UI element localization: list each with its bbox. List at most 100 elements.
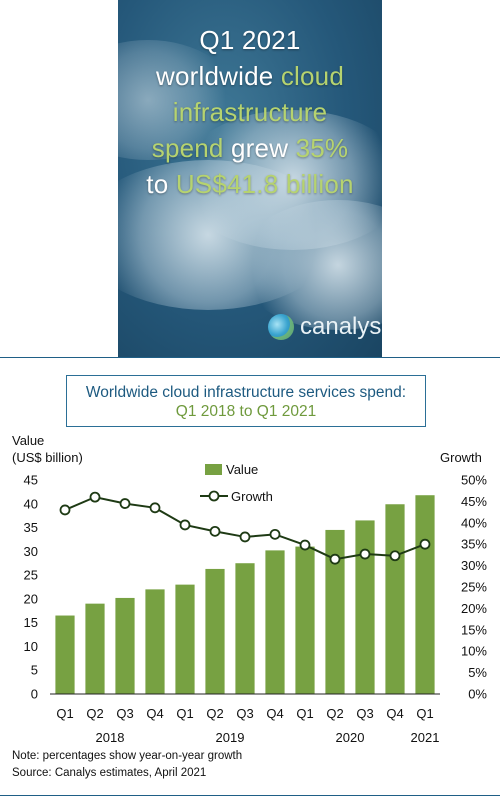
year-label: 2018	[96, 730, 125, 745]
left-tick-label: 35	[24, 520, 38, 535]
legend-marker-growth	[208, 490, 220, 502]
x-tick-label: Q1	[176, 706, 193, 721]
year-label: 2021	[411, 730, 440, 745]
x-tick-label: Q2	[86, 706, 103, 721]
growth-point	[359, 548, 371, 560]
growth-point	[119, 498, 131, 509]
x-tick-label: Q3	[236, 706, 253, 721]
growth-point	[59, 504, 71, 516]
left-tick-label: 30	[24, 544, 38, 559]
value-bar	[55, 615, 75, 694]
value-bar	[385, 504, 405, 694]
legend-label-value: Value	[226, 462, 258, 477]
footnote-source: Source: Canalys estimates, April 2021	[12, 767, 207, 779]
value-bar	[85, 603, 105, 694]
right-axis-ticks: 0% 5% 10% 15% 20% 25% 30% 35% 40% 45% 50%	[461, 473, 487, 702]
banner-line4a: spend	[151, 133, 224, 163]
legend-label-growth: Growth	[231, 489, 273, 504]
x-tick-label: Q4	[386, 706, 403, 721]
banner-line4b: grew	[223, 133, 296, 163]
canalys-logo: canalys	[268, 312, 381, 342]
growth-series	[59, 491, 431, 565]
year-label: 2019	[216, 730, 245, 745]
chart-title: Worldwide cloud infrastructure services …	[85, 384, 407, 401]
left-axis-ticks: 0 5 10 15 20 25 30 35 40 45	[24, 473, 38, 702]
x-tick-label: Q1	[296, 706, 313, 721]
growth-point	[329, 553, 341, 565]
growth-point	[239, 531, 251, 543]
left-tick-label: 40	[24, 496, 38, 511]
footnote-note: Note: percentages show year-on-year grow…	[12, 750, 243, 762]
growth-point	[179, 519, 191, 531]
right-tick-label: 25%	[461, 580, 487, 595]
x-tick-label: Q2	[206, 706, 223, 721]
x-tick-label: Q4	[266, 706, 283, 721]
x-tick-label: Q1	[416, 706, 433, 721]
chart-title-box: Worldwide cloud infrastructure services …	[66, 375, 426, 427]
value-bar	[175, 584, 195, 694]
legend: Value Growth	[200, 462, 273, 504]
value-bar	[145, 589, 165, 694]
growth-point	[209, 525, 221, 537]
right-tick-label: 50%	[461, 473, 487, 488]
x-axis-quarter-labels: Q1 Q2 Q3 Q4 Q1 Q2 Q3 Q4 Q1 Q2 Q3 Q4 Q1	[56, 706, 433, 721]
value-bars	[55, 495, 435, 694]
hero-banner: Q1 2021 worldwide cloud infrastructure s…	[118, 0, 382, 357]
banner-line4c: 35%	[295, 133, 349, 163]
growth-point	[299, 539, 311, 551]
right-tick-label: 5%	[468, 665, 487, 680]
left-tick-label: 5	[31, 663, 38, 678]
x-tick-label: Q3	[116, 706, 133, 721]
growth-point	[419, 538, 431, 550]
growth-point	[269, 528, 281, 540]
banner-headline: Q1 2021 worldwide cloud infrastructure s…	[118, 22, 382, 202]
left-axis-title-line2: (US$ billion)	[12, 450, 83, 465]
growth-point	[89, 491, 101, 503]
x-axis-year-labels: 2018 2019 2020 2021	[96, 730, 440, 745]
canalys-logo-text: canalys	[300, 313, 382, 340]
left-tick-label: 45	[24, 473, 38, 488]
value-bar	[325, 529, 345, 694]
year-label: 2020	[336, 730, 365, 745]
left-tick-label: 25	[24, 568, 38, 583]
banner-line2b: cloud	[280, 61, 344, 91]
right-tick-label: 10%	[461, 644, 487, 659]
legend-swatch-value	[205, 464, 222, 475]
x-tick-label: Q2	[326, 706, 343, 721]
right-tick-label: 20%	[461, 601, 487, 616]
left-axis-title-line1: Value	[12, 433, 45, 448]
right-tick-label: 35%	[461, 537, 487, 552]
chart-subtitle: Q1 2018 to Q1 2021	[175, 403, 317, 420]
banner-line5a: to	[146, 169, 176, 199]
left-tick-label: 0	[31, 687, 38, 702]
left-tick-label: 15	[24, 615, 38, 630]
x-tick-label: Q4	[146, 706, 163, 721]
value-bar	[295, 546, 315, 694]
value-bar	[355, 520, 375, 694]
divider-top	[0, 357, 500, 358]
left-axis-title: Value (US$ billion)	[12, 432, 83, 466]
value-bar	[415, 495, 435, 694]
value-bar	[115, 597, 135, 694]
growth-point	[389, 550, 401, 562]
banner-line5b: US$41.8 billion	[175, 169, 354, 199]
left-tick-label: 10	[24, 639, 38, 654]
divider-bottom	[0, 795, 500, 796]
right-tick-label: 45%	[461, 494, 487, 509]
banner-line1: Q1 2021	[199, 25, 301, 55]
growth-point	[149, 502, 161, 514]
right-tick-label: 40%	[461, 515, 487, 530]
left-tick-label: 20	[24, 591, 38, 606]
banner-line2a: worldwide	[156, 61, 281, 91]
x-tick-label: Q1	[56, 706, 73, 721]
banner-line3: infrastructure	[172, 97, 328, 127]
canalys-logo-icon	[268, 314, 294, 340]
value-bar	[235, 563, 255, 694]
right-axis-title: Growth	[440, 450, 482, 465]
value-bar	[205, 568, 225, 694]
right-tick-label: 15%	[461, 622, 487, 637]
right-tick-label: 0%	[468, 687, 487, 702]
right-tick-label: 30%	[461, 558, 487, 573]
value-bar	[265, 550, 285, 694]
